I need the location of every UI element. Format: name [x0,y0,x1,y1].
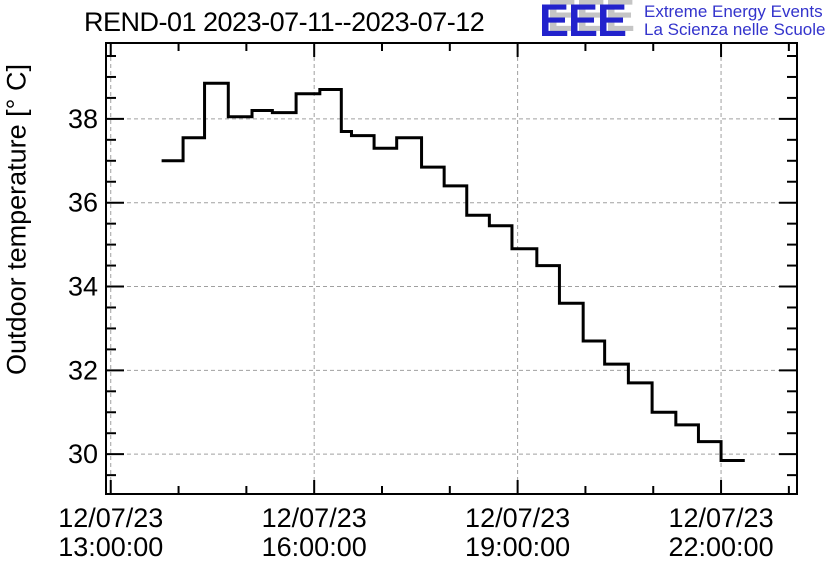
y-tick-label: 34 [68,272,98,302]
x-tick-label-date: 12/07/23 [668,503,773,533]
x-tick-label-time: 16:00:00 [262,532,367,562]
y-tick-label: 36 [68,188,98,218]
y-tick-label: 30 [68,439,98,469]
x-tick-label-time: 13:00:00 [58,532,163,562]
eee-logo-line-2: La Scienza nelle Scuole [644,20,826,39]
y-tick-label: 38 [68,104,98,134]
x-tick-label-date: 12/07/23 [262,503,367,533]
eee-logo-acronym: EEE [539,0,627,46]
temperature-step-line [161,81,745,462]
plot-frame [105,42,798,495]
chart-title: REND-01 2023-07-11--2023-07-12 [84,7,485,37]
eee-logo-line-1: Extreme Energy Events [644,2,823,21]
x-tick-label-time: 19:00:00 [465,532,570,562]
x-tick-label-time: 22:00:00 [668,532,773,562]
x-tick-label-date: 12/07/23 [58,503,163,533]
eee-logo-lines: Extreme Energy Events La Scienza nelle S… [644,3,825,39]
x-tick-label-date: 12/07/23 [465,503,570,533]
y-tick-label: 32 [68,355,98,385]
